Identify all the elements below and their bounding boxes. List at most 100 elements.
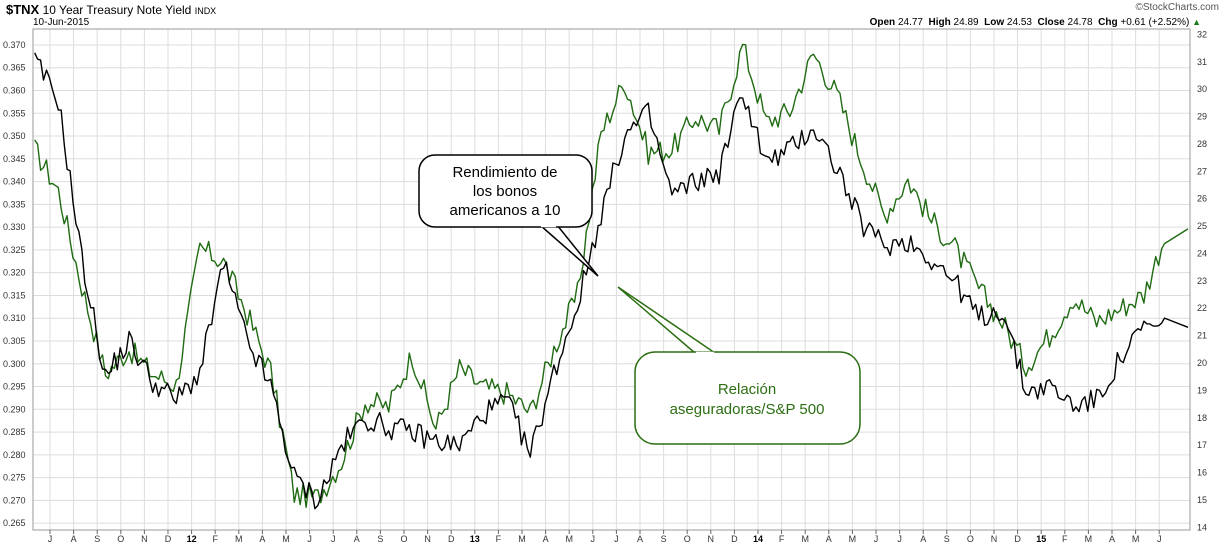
y-left-tick-label: 0.335 <box>3 199 26 209</box>
chg-value: +0.61 (+2.52%) <box>1120 17 1190 28</box>
x-tick-label: M <box>801 534 809 544</box>
symbol: $TNX <box>6 2 40 17</box>
x-tick-label: M <box>1132 534 1140 544</box>
callout-green-box <box>634 351 861 445</box>
x-tick-label: N <box>424 534 431 544</box>
brand-watermark: ©StockCharts.com <box>1135 2 1219 13</box>
callout-black-line2: los bonos <box>473 183 537 200</box>
exchange: INDX <box>194 6 217 16</box>
y-right-tick-label: 23 <box>1197 276 1207 286</box>
chg-label: Chg <box>1098 17 1118 28</box>
x-tick-label: A <box>826 534 832 544</box>
x-tick-label: M <box>518 534 526 544</box>
x-tick-label: J <box>614 534 619 544</box>
symbol-name: 10 Year Treasury Note Yield <box>42 3 192 17</box>
y-left-tick-label: 0.360 <box>3 85 26 95</box>
x-tick-label: F <box>496 534 502 544</box>
y-right-tick-label: 32 <box>1197 29 1207 39</box>
x-tick-label: A <box>637 534 643 544</box>
y-right-tick-label: 22 <box>1197 303 1207 313</box>
x-tick-label: 14 <box>753 534 763 544</box>
y-left-tick-label: 0.320 <box>3 268 26 278</box>
y-right-tick-label: 19 <box>1197 385 1207 395</box>
callout-green: Relación aseguradoras/S&P 500 <box>617 286 861 445</box>
x-tick-label: O <box>400 534 407 544</box>
x-tick-label: D <box>448 534 455 544</box>
callout-green-line1: Relación <box>718 381 776 398</box>
callout-green-pointer <box>617 286 718 354</box>
callout-black-line1: Rendimiento de <box>452 164 557 181</box>
x-axis: J A S O N D 12 F M A M J J A S O N D 13 F M A M J J A S O N D 14 F M A M J J… <box>48 530 1161 544</box>
y-left-tick-label: 0.345 <box>3 154 26 164</box>
x-tick-label: S <box>944 534 950 544</box>
y-right-tick-label: 29 <box>1197 112 1207 122</box>
x-tick-label: 15 <box>1036 534 1046 544</box>
x-tick-label: N <box>991 534 998 544</box>
x-tick-label: A <box>920 534 926 544</box>
chart-title: $TNX 10 Year Treasury Note Yield INDX <box>6 2 216 17</box>
x-tick-label: 12 <box>187 534 197 544</box>
y-left-tick-label: 0.295 <box>3 382 26 392</box>
high-label: High <box>928 17 951 28</box>
y-axis-left: 0.370 0.365 0.360 0.355 0.350 0.345 0.340 0.335… <box>3 40 26 528</box>
y-left-tick-label: 0.290 <box>3 404 26 414</box>
y-left-tick-label: 0.270 <box>3 495 26 505</box>
callout-black-line3: americanos a 10 <box>450 202 561 219</box>
y-right-tick-label: 15 <box>1197 495 1207 505</box>
plot-frame <box>32 28 1191 531</box>
y-left-tick-label: 0.310 <box>3 313 26 323</box>
x-tick-label: O <box>967 534 974 544</box>
x-tick-label: J <box>874 534 879 544</box>
y-left-tick-label: 0.305 <box>3 336 26 346</box>
y-left-tick-label: 0.265 <box>3 518 26 528</box>
x-tick-label: M <box>1085 534 1093 544</box>
y-axis-right: 32 31 30 29 28 27 26 25 24 23 22 21 20 19 18 17 16 15 14 <box>1197 29 1207 532</box>
x-tick-label: N <box>708 534 715 544</box>
close-label: Close <box>1037 17 1065 28</box>
y-left-tick-label: 0.300 <box>3 359 26 369</box>
callout-black-box <box>418 154 593 228</box>
ohlc-readout: Open 24.77 High 24.89 Low 24.53 Close 24… <box>870 17 1201 28</box>
x-tick-label: M <box>565 534 573 544</box>
low-label: Low <box>984 17 1005 28</box>
y-left-tick-label: 0.365 <box>3 63 26 73</box>
x-tick-label: A <box>354 534 360 544</box>
x-tick-label: M <box>849 534 857 544</box>
y-right-tick-label: 20 <box>1197 358 1207 368</box>
series-green-line <box>34 43 1189 508</box>
y-left-tick-label: 0.325 <box>3 245 26 255</box>
x-tick-label: F <box>212 534 218 544</box>
low-value: 24.53 <box>1006 17 1032 28</box>
x-tick-label: 13 <box>470 534 480 544</box>
x-tick-label: M <box>282 534 290 544</box>
y-right-tick-label: 31 <box>1197 57 1207 67</box>
x-tick-label: J <box>48 534 53 544</box>
x-tick-label: O <box>684 534 691 544</box>
x-tick-label: A <box>543 534 549 544</box>
x-tick-label: M <box>235 534 243 544</box>
x-tick-label: S <box>661 534 667 544</box>
x-tick-label: O <box>117 534 124 544</box>
y-left-tick-label: 0.350 <box>3 131 26 141</box>
series-group <box>34 43 1189 510</box>
x-tick-label: N <box>141 534 148 544</box>
y-left-tick-label: 0.340 <box>3 177 26 187</box>
chg-arrow-icon: ▲ <box>1192 17 1201 27</box>
y-left-tick-label: 0.315 <box>3 290 26 300</box>
high-value: 24.89 <box>953 17 979 28</box>
y-right-tick-label: 16 <box>1197 468 1207 478</box>
y-left-tick-label: 0.330 <box>3 222 26 232</box>
callout-black: Rendimiento de los bonos americanos a 10 <box>418 154 599 277</box>
y-left-tick-label: 0.355 <box>3 108 26 118</box>
y-right-tick-label: 21 <box>1197 331 1207 341</box>
y-right-tick-label: 26 <box>1197 194 1207 204</box>
open-label: Open <box>869 17 896 28</box>
x-tick-label: D <box>1014 534 1021 544</box>
x-tick-label: A <box>71 534 77 544</box>
y-left-tick-label: 0.285 <box>3 427 26 437</box>
y-right-tick-label: 18 <box>1197 413 1207 423</box>
x-tick-label: S <box>94 534 100 544</box>
open-value: 24.77 <box>897 17 923 28</box>
y-right-tick-label: 24 <box>1197 248 1207 258</box>
y-right-tick-label: 27 <box>1197 166 1207 176</box>
